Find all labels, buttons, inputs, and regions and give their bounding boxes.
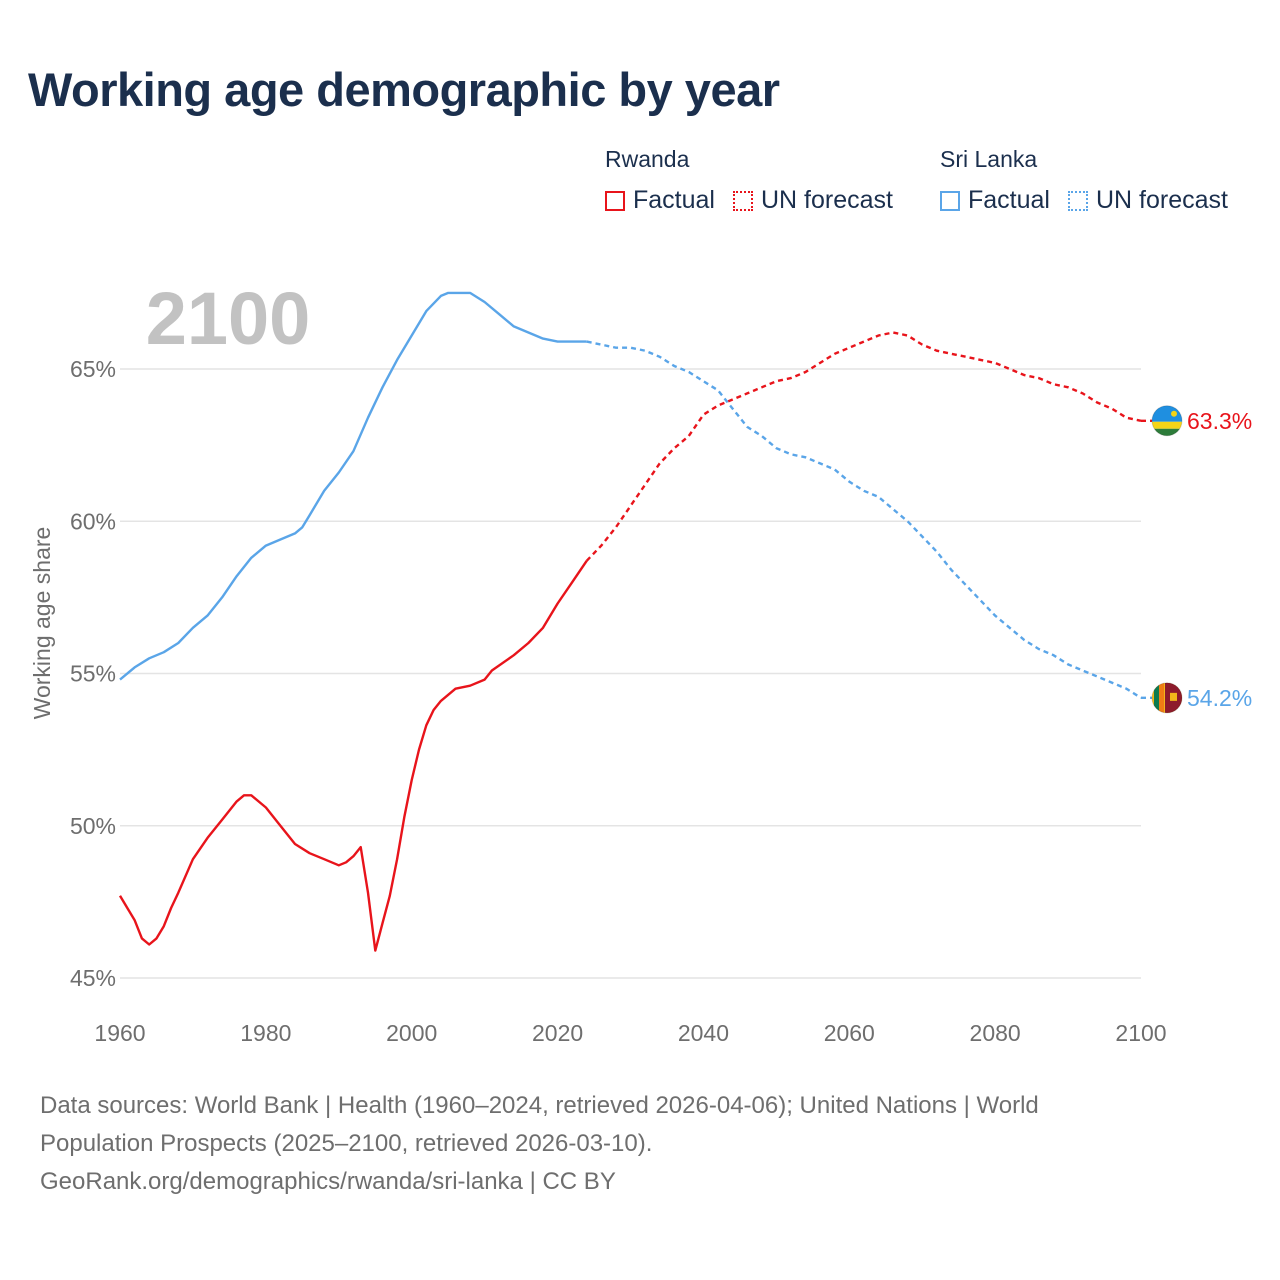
series-line-factual-sri-lanka — [119, 291, 587, 681]
line-chart: 2100 Working age share 45% 50% 55% 60% 65% 1… — [29, 277, 1252, 1046]
chart-title: Working age demographic by year — [28, 63, 780, 116]
flag-band — [1152, 405, 1182, 422]
x-tick-label: 1960 — [94, 1020, 145, 1046]
legend-label: UN forecast — [760, 186, 893, 214]
y-tick-label: 60% — [70, 508, 116, 534]
flag-body — [1152, 682, 1182, 713]
flag-outline — [1151, 682, 1183, 714]
rwanda-flag-icon — [1151, 405, 1183, 437]
flag-band — [1152, 421, 1182, 429]
legend-label: UN forecast — [1095, 186, 1228, 214]
legend-country-name: Rwanda — [605, 146, 690, 172]
flag-body — [1152, 405, 1182, 436]
legend-country-name: Sri Lanka — [940, 146, 1038, 172]
footer-line: Data sources: World Bank | Health (1960–… — [40, 1092, 1039, 1119]
current-year-label: 2100 — [146, 277, 311, 360]
flag-band — [1159, 682, 1164, 713]
x-tick-label: 2020 — [532, 1020, 583, 1046]
legend-swatch-dotted-icon — [1067, 190, 1088, 211]
flag-band — [1154, 682, 1159, 713]
y-tick-label: 65% — [70, 356, 116, 382]
legend-item-sri-lanka-forecast[interactable]: UN forecast — [1067, 186, 1228, 215]
flag-outline — [1151, 405, 1183, 437]
legend-swatch-solid-icon — [605, 190, 625, 211]
legend-rwanda: Rwanda Factual UN forecast — [605, 144, 893, 215]
y-axis-label: Working age share — [29, 527, 55, 720]
footer-line: Population Prospects (2025–2100, retriev… — [40, 1130, 653, 1157]
legend-item-rwanda-factual[interactable]: Factual — [605, 186, 715, 215]
end-value-label: 54.2% — [1187, 685, 1252, 711]
x-tick-label: 2100 — [1115, 1020, 1166, 1046]
x-tick-label: 2080 — [970, 1020, 1021, 1046]
sun-icon — [1171, 410, 1177, 417]
x-tick-label: 2000 — [386, 1020, 437, 1046]
legend-swatch-solid-icon — [940, 190, 960, 211]
x-tick-label: 2040 — [678, 1020, 729, 1046]
series-line-forecast-sri-lanka — [586, 340, 1142, 699]
legend-label: Factual — [968, 186, 1050, 214]
y-tick-label: 45% — [70, 965, 116, 991]
x-tick-label: 1980 — [240, 1020, 291, 1046]
legend-item-sri-lanka-factual[interactable]: Factual — [940, 186, 1050, 215]
legend-sri-lanka: Sri Lanka Factual UN forecast — [940, 144, 1228, 215]
end-value-label: 63.3% — [1187, 408, 1252, 434]
y-tick-label: 55% — [70, 661, 116, 687]
legend-swatch-dotted-icon — [732, 190, 753, 211]
x-tick-label: 2060 — [824, 1020, 875, 1046]
footer-line[interactable]: GeoRank.org/demographics/rwanda/sri-lank… — [40, 1168, 616, 1195]
lion-icon — [1170, 692, 1177, 701]
flag-band — [1152, 428, 1182, 436]
legend-item-rwanda-forecast[interactable]: UN forecast — [732, 186, 893, 215]
sri-lanka-flag-icon — [1151, 682, 1183, 714]
series-line-factual-rwanda — [118, 560, 588, 952]
footer-sources: Data sources: World Bank | Health (1960–… — [40, 1087, 1220, 1201]
series-line-forecast-rwanda — [585, 331, 1142, 562]
y-tick-label: 50% — [70, 813, 116, 839]
legend-label: Factual — [633, 186, 715, 214]
